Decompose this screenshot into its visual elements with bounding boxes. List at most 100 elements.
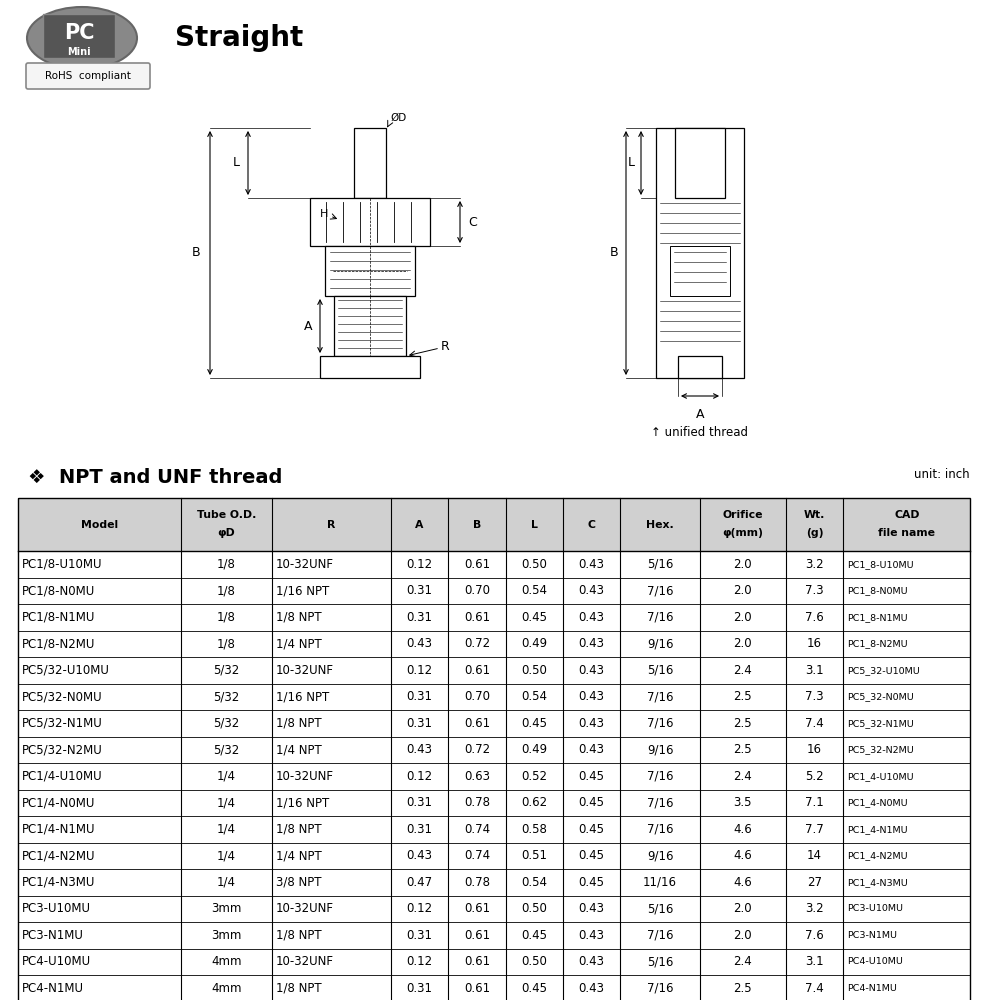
Text: 7/16: 7/16	[647, 584, 674, 597]
Text: 1/8: 1/8	[217, 558, 236, 571]
Text: 1/8 NPT: 1/8 NPT	[276, 929, 321, 942]
Text: 0.12: 0.12	[406, 558, 433, 571]
Text: 1/4: 1/4	[217, 823, 236, 836]
Text: R: R	[327, 520, 335, 530]
Text: 0.45: 0.45	[522, 982, 547, 995]
Text: 0.54: 0.54	[522, 584, 547, 597]
Text: 1/8 NPT: 1/8 NPT	[276, 982, 321, 995]
Text: 1/4: 1/4	[217, 876, 236, 889]
Text: 0.61: 0.61	[463, 611, 490, 624]
Text: 7/16: 7/16	[647, 823, 674, 836]
Text: 7/16: 7/16	[647, 796, 674, 809]
Text: 7/16: 7/16	[647, 982, 674, 995]
Text: 0.12: 0.12	[406, 664, 433, 677]
Text: 3.5: 3.5	[734, 796, 752, 809]
Text: PC5/32-U10MU: PC5/32-U10MU	[22, 664, 110, 677]
Text: 4.6: 4.6	[733, 849, 752, 862]
Text: 0.31: 0.31	[406, 796, 433, 809]
Bar	[334, 296, 406, 356]
Text: 10-32UNF: 10-32UNF	[276, 902, 334, 915]
Text: 5.2: 5.2	[805, 770, 824, 783]
Text: 0.74: 0.74	[463, 849, 490, 862]
Text: B: B	[473, 520, 481, 530]
Bar	[354, 128, 386, 198]
Bar	[675, 128, 725, 198]
Text: 16: 16	[807, 637, 822, 650]
Text: 2.0: 2.0	[733, 902, 752, 915]
Text: PC1/8-N0MU: PC1/8-N0MU	[22, 584, 95, 597]
Text: 1/8 NPT: 1/8 NPT	[276, 611, 321, 624]
Text: 0.43: 0.43	[579, 584, 605, 597]
Text: PC4-U10MU: PC4-U10MU	[848, 957, 903, 966]
Text: 0.78: 0.78	[464, 876, 490, 889]
Text: 0.63: 0.63	[464, 770, 490, 783]
Text: L: L	[531, 520, 537, 530]
Text: PC5/32-N1MU: PC5/32-N1MU	[22, 717, 103, 730]
Text: 9/16: 9/16	[647, 849, 674, 862]
Text: 2.0: 2.0	[733, 611, 752, 624]
Bar	[18, 498, 970, 1000]
Text: φ(mm): φ(mm)	[722, 528, 764, 538]
FancyBboxPatch shape	[26, 63, 150, 89]
Bar	[678, 356, 722, 378]
Text: 0.43: 0.43	[406, 743, 433, 756]
Text: 1/8 NPT: 1/8 NPT	[276, 823, 321, 836]
Text: 2.4: 2.4	[733, 955, 752, 968]
Text: Orifice: Orifice	[722, 510, 763, 520]
Text: R: R	[441, 340, 450, 353]
Text: PC1_8-N1MU: PC1_8-N1MU	[848, 613, 908, 622]
Text: PC1/4-N3MU: PC1/4-N3MU	[22, 876, 95, 889]
Text: 16: 16	[807, 743, 822, 756]
Text: PC1/4-U10MU: PC1/4-U10MU	[22, 770, 103, 783]
Text: 2.4: 2.4	[733, 770, 752, 783]
Text: 10-32UNF: 10-32UNF	[276, 955, 334, 968]
Text: 0.74: 0.74	[463, 823, 490, 836]
Text: 27: 27	[807, 876, 822, 889]
Text: 1/8 NPT: 1/8 NPT	[276, 717, 321, 730]
Text: 1/16 NPT: 1/16 NPT	[276, 584, 329, 597]
Text: 5/32: 5/32	[213, 690, 239, 703]
Text: 11/16: 11/16	[643, 876, 677, 889]
Text: 7.3: 7.3	[805, 584, 824, 597]
Text: PC3-N1MU: PC3-N1MU	[848, 931, 897, 940]
Text: ↑ unified thread: ↑ unified thread	[651, 426, 748, 439]
Text: A: A	[696, 408, 704, 421]
Text: PC1_4-U10MU: PC1_4-U10MU	[848, 772, 914, 781]
Text: PC1_4-N0MU: PC1_4-N0MU	[848, 798, 908, 807]
Text: 0.78: 0.78	[464, 796, 490, 809]
Text: 0.51: 0.51	[522, 849, 547, 862]
Text: 0.61: 0.61	[463, 558, 490, 571]
Text: C: C	[468, 216, 477, 229]
Text: 0.61: 0.61	[463, 902, 490, 915]
Text: Tube O.D.: Tube O.D.	[197, 510, 256, 520]
Text: 0.43: 0.43	[579, 664, 605, 677]
Text: Model: Model	[81, 520, 118, 530]
Text: φD: φD	[217, 528, 235, 538]
Text: 2.4: 2.4	[733, 664, 752, 677]
Text: Straight: Straight	[175, 24, 303, 52]
Text: 4.6: 4.6	[733, 823, 752, 836]
Text: 1/4: 1/4	[217, 849, 236, 862]
Text: 0.52: 0.52	[522, 770, 547, 783]
Text: 7.6: 7.6	[805, 929, 824, 942]
Text: 5/32: 5/32	[213, 664, 239, 677]
Text: 0.12: 0.12	[406, 902, 433, 915]
Text: PC5_32-N0MU: PC5_32-N0MU	[848, 692, 914, 701]
Text: 0.43: 0.43	[579, 558, 605, 571]
Text: H: H	[320, 209, 328, 219]
Text: Hex.: Hex.	[646, 520, 674, 530]
Text: 0.61: 0.61	[463, 717, 490, 730]
Bar	[310, 198, 430, 246]
Text: 3mm: 3mm	[211, 929, 241, 942]
Text: 0.50: 0.50	[522, 558, 547, 571]
Text: RoHS  compliant: RoHS compliant	[45, 71, 131, 81]
Text: 1/16 NPT: 1/16 NPT	[276, 796, 329, 809]
Text: PC1_4-N3MU: PC1_4-N3MU	[848, 878, 908, 887]
Text: 5/32: 5/32	[213, 717, 239, 730]
Text: 0.45: 0.45	[579, 876, 605, 889]
Text: PC3-U10MU: PC3-U10MU	[22, 902, 91, 915]
Text: PC1_8-U10MU: PC1_8-U10MU	[848, 560, 914, 569]
Text: 2.5: 2.5	[733, 743, 752, 756]
Text: 5/16: 5/16	[647, 902, 673, 915]
Text: 0.45: 0.45	[522, 929, 547, 942]
